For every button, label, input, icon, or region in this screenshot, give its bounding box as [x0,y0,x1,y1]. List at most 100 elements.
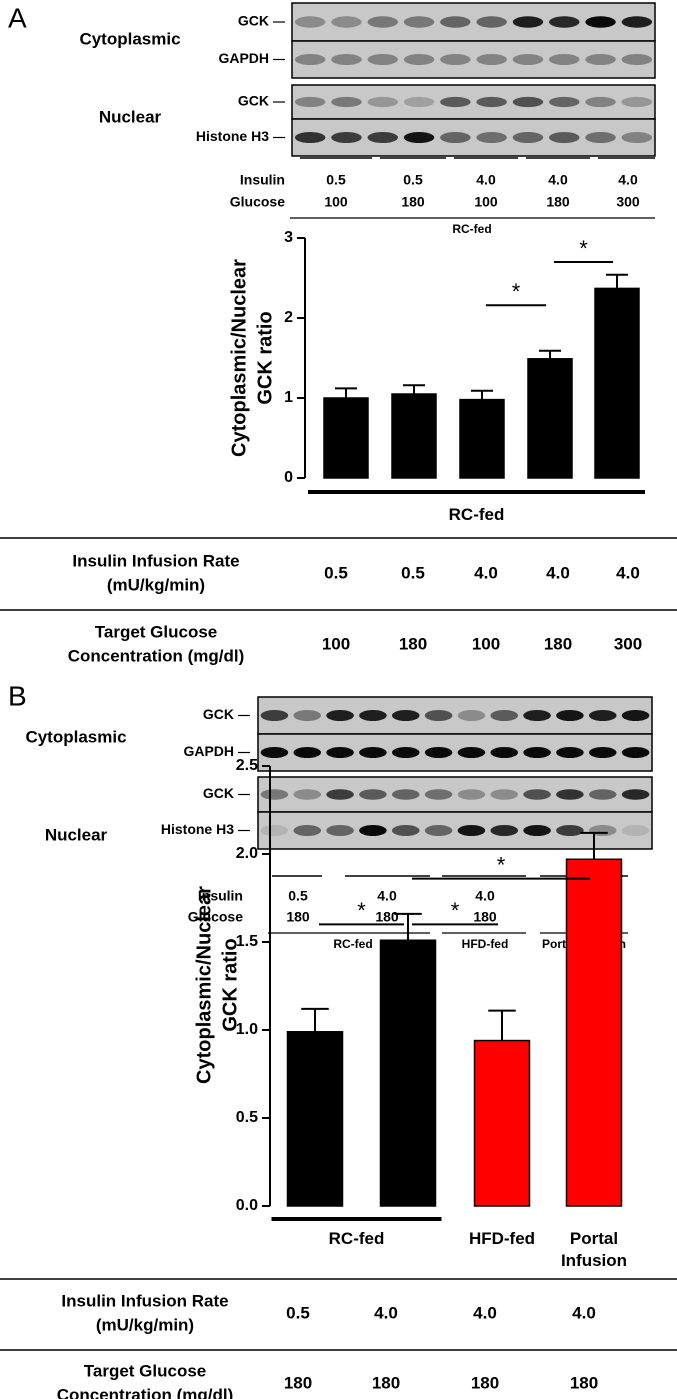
blot-band [476,96,507,108]
blot-band [588,709,617,722]
x-tick-label: HFD-fed [469,1229,535,1248]
treatment-label: RC-fed [333,937,373,951]
blot-band [585,96,616,108]
blot-group-label: Nuclear [45,825,108,844]
treatment-label: HFD-fed [461,937,509,951]
y-tick-label: 2.0 [236,845,258,862]
blot-band [588,789,617,800]
x-tick-label: Portal Infusion [561,1229,627,1270]
blot-band [294,53,326,66]
blot-band [523,824,551,837]
significance-label: * [357,898,366,923]
blot-band [331,131,362,144]
table-value: 180 [284,1373,312,1392]
blot-band [512,53,544,66]
bar [527,358,573,479]
blot-band [440,53,471,66]
blot-band [403,131,435,144]
panel-label: A [8,2,27,33]
treatment-label: RC-fed [333,937,373,951]
table-value: 180 [399,634,427,653]
blot-band [294,96,326,108]
blot-group-label: Cytoplasmic [25,727,126,746]
blot-band [585,131,616,144]
bar [473,1039,531,1207]
condition-value: 0.5 [326,172,346,188]
blot-band [523,789,551,800]
blot-band [331,96,362,108]
blot-strip [291,84,656,120]
band-label: Histone H3 [196,128,269,144]
y-tick-label: 2 [284,309,293,326]
blot-band [523,709,551,722]
group-label: RC-fed [449,505,505,524]
band-label: Histone H3 [161,821,234,837]
condition-value: 180 [473,909,497,925]
band-label: GCK [203,785,234,801]
blot-band [476,131,507,144]
condition-value: 4.0 [618,172,638,188]
condition-value: 4.0 [377,888,397,904]
blot-band [260,746,289,759]
significance-label: * [451,898,460,923]
blot-band [621,96,653,108]
y-tick-label: 0 [284,469,293,486]
blot-band [556,746,584,759]
blot-band [457,789,486,800]
blot-band [293,789,322,800]
condition-value: 0.5 [288,888,308,904]
condition-value: 100 [324,194,348,210]
table-value: 180 [544,634,572,653]
table-row-label: Concentration (mg/dl) [57,1385,234,1399]
table-value: 0.5 [401,563,425,582]
table-row-label: Insulin Infusion Rate [72,551,239,570]
treatment-label: RC-fed [452,222,492,236]
condition-value: 4.0 [548,172,568,188]
blot-band [294,16,326,28]
bar [594,287,640,479]
y-tick-label: 1.0 [236,1021,258,1038]
blot-band [260,789,289,800]
blot-band [490,746,519,759]
blot-band [621,16,653,28]
blot-band [424,746,453,759]
blot-band [367,16,398,28]
blot-band [424,824,453,837]
bar [459,398,505,479]
y-tick-label: 1 [284,389,293,406]
group-label: RC-fed [329,1229,385,1248]
table-value: 4.0 [572,1303,596,1322]
blot-band [556,789,584,800]
condition-value: 180 [546,194,570,210]
y-axis-label: Cytoplasmic/Nuclear [193,886,215,1084]
significance-label: * [512,279,521,304]
bar [565,858,623,1207]
blot-band [294,131,326,144]
table-row-label: Target Glucose [84,1361,207,1380]
y-tick-label: 0.5 [236,1109,258,1126]
blot-band [549,16,580,28]
blot-band [367,131,398,144]
blot-band [260,824,289,837]
blot-band [403,96,435,108]
y-tick-label: 3 [284,229,293,246]
table-row-label: (mU/kg/min) [96,1315,194,1334]
blot-band [359,709,387,722]
significance-label: * [497,852,506,877]
y-tick-label: 2.5 [236,757,258,774]
blot-band [621,709,650,722]
blot-band [359,824,387,837]
blot-band [424,709,453,722]
blot-band [424,789,453,800]
blot-band [293,824,322,837]
blot-band [476,53,507,66]
condition-label: Insulin [198,888,243,904]
y-tick-label: 0.0 [236,1197,258,1214]
table-row-label: Target Glucose [95,622,218,641]
blot-band [585,16,616,28]
blot-band [556,709,584,722]
bar [379,939,437,1207]
bar [323,397,369,479]
blot-band [367,96,398,108]
